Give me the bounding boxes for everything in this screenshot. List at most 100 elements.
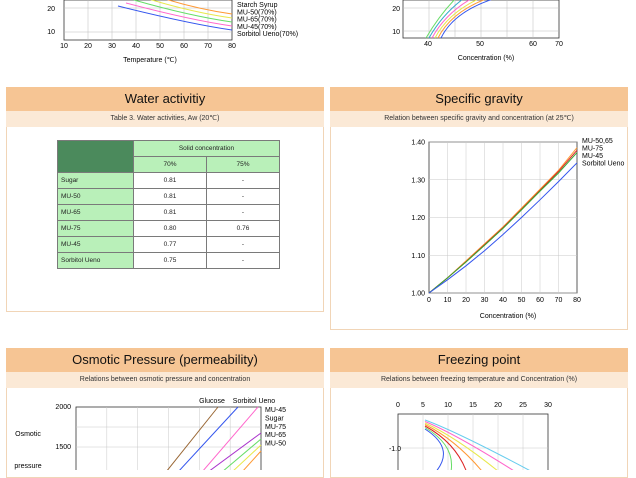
op-series-line [166,406,219,470]
sg-legend-entry: MU-45 [582,153,603,160]
sg-series-lines [428,147,578,294]
op-label-sorbitol: Sorbitol Ueno [233,398,276,405]
tl-x-tick: 60 [180,43,188,50]
sg-series-line [428,152,578,294]
tl-y-tick-20: 20 [47,6,55,13]
op-y-label-line2: pressure [14,463,41,470]
fp-series-line [424,419,530,470]
sg-x-tick: 80 [573,297,581,304]
sg-y-tick: 1.00 [411,291,425,298]
tl-x-tick: 10 [60,43,68,50]
table-row: MU-65 0.81 - [57,204,281,221]
tl-x-tick: 50 [156,43,164,50]
sg-legend-entry: Sorbitol Ueno [582,161,625,168]
water-activity-title: Water activitiy [6,87,324,111]
solid-concentration-header: Solid concentration [133,140,280,157]
op-y-tick-1500: 1500 [55,444,71,451]
tr-curve [440,0,492,39]
tl-curve [125,2,233,27]
col-70-header: 70% [133,156,207,173]
sg-y-tick-labels: 1.00 1.10 1.20 1.30 1.40 [411,140,425,298]
sg-grid [428,141,578,294]
table-row: Sugar 0.81 - [57,172,281,189]
op-series-line [243,450,262,470]
tr-x-tick: 50 [476,41,484,48]
tl-legend-entry: Starch Syrup [237,2,278,9]
col-75-header: 75% [205,156,281,173]
op-legend-entry: MU-65 [265,432,286,439]
value-70: 0.81 [133,204,207,221]
tr-curve [428,0,463,39]
tr-y-tick-20: 20 [392,6,400,13]
value-75: - [205,236,281,253]
tr-curve [437,0,485,39]
tr-x-tick-labels: 40 50 60 70 [424,41,563,48]
sg-y-tick: 1.30 [411,177,425,184]
specific-gravity-subtitle: Relation between specific gravity and co… [384,115,574,122]
op-legend-entry: MU-45 [265,407,286,414]
fp-series-line [424,422,498,470]
sg-x-axis-label: Concentration (%) [480,313,536,320]
tl-curve [117,5,233,31]
sg-x-tick: 0 [427,297,431,304]
tl-x-tick: 40 [132,43,140,50]
water-activity-subtitle: Table 3. Water activities, Aw (20℃) [110,115,220,122]
tr-curve [425,0,455,39]
op-series-line [209,432,262,470]
op-legend-entry: Sugar [265,415,284,422]
sg-x-tick: 40 [499,297,507,304]
osmotic-pressure-title: Osmotic Pressure (permeability) [6,348,324,372]
sg-y-tick: 1.40 [411,140,425,147]
sg-legend-entry: MU-50,65 [582,138,613,145]
freezing-point-subtitle: Relations between freezing temperature a… [380,376,578,383]
row-name: Sugar [57,172,134,189]
row-name: MU-50 [57,188,134,205]
sg-x-tick: 60 [536,297,544,304]
tl-curve [166,0,233,15]
fp-x-tick: 10 [444,402,452,409]
freezing-point-title: Freezing point [330,348,628,372]
row-name: MU-65 [57,204,134,221]
tl-curve [133,0,233,23]
fp-series-line [424,427,452,470]
tl-plot-frame [63,0,233,41]
fp-x-tick: 30 [544,402,552,409]
tl-legend: Starch SyrupMU-50(70%)MU-65(70%)MU-45(70… [237,2,298,38]
water-activity-table: Solid concentration 70% 75% Sugar 0.81 -… [57,140,281,269]
tr-x-tick: 70 [555,41,563,48]
fp-x-tick: 20 [494,402,502,409]
tr-curve [431,0,471,39]
fp-series-line [424,424,482,470]
op-y-tick-2000: 2000 [55,404,71,411]
fp-series-line [424,428,444,470]
specific-gravity-title: Specific gravity [330,87,628,111]
sg-x-tick-labels: 0 10 20 30 40 50 60 70 80 [427,297,581,304]
tl-legend-entry: MU-65(70%) [237,17,277,24]
tr-x-tick: 60 [529,41,537,48]
tl-x-axis-label: Temperature (℃) [123,57,177,64]
sg-x-tick: 70 [555,297,563,304]
tl-x-tick: 30 [108,43,116,50]
fp-series-line [424,425,467,470]
tr-x-axis-label: Concentration (%) [458,55,514,62]
row-name: MU-45 [57,236,134,253]
op-series-lines [166,406,262,470]
sg-x-tick: 50 [518,297,526,304]
specific-gravity-chart: 1.00 1.10 1.20 1.30 1.40 0 10 20 30 40 50 60 70 80 M… [411,138,625,320]
op-legend-entry: MU-75 [265,424,286,431]
tl-legend-entry: Sorbitol Ueno(70%) [237,31,298,38]
osmotic-pressure-subtitle: Relations between osmotic pressure and c… [79,376,251,383]
fp-y-tick-minus1: -1.0 [389,446,401,453]
tl-legend-entry: MU-50(70%) [237,9,277,16]
sg-x-tick: 10 [444,297,452,304]
op-series-line [179,406,239,470]
tl-x-tick: 80 [228,43,236,50]
tl-legend-entry: MU-45(70%) [237,24,277,31]
op-series-line [223,438,262,470]
fp-x-tick: 0 [396,402,400,409]
osmotic-pressure-chart: 2000 1500 Osmotic pressure Glucose Sorbi… [14,398,286,470]
tl-x-tick: 70 [204,43,212,50]
table-row: MU-45 0.77 - [57,236,281,253]
